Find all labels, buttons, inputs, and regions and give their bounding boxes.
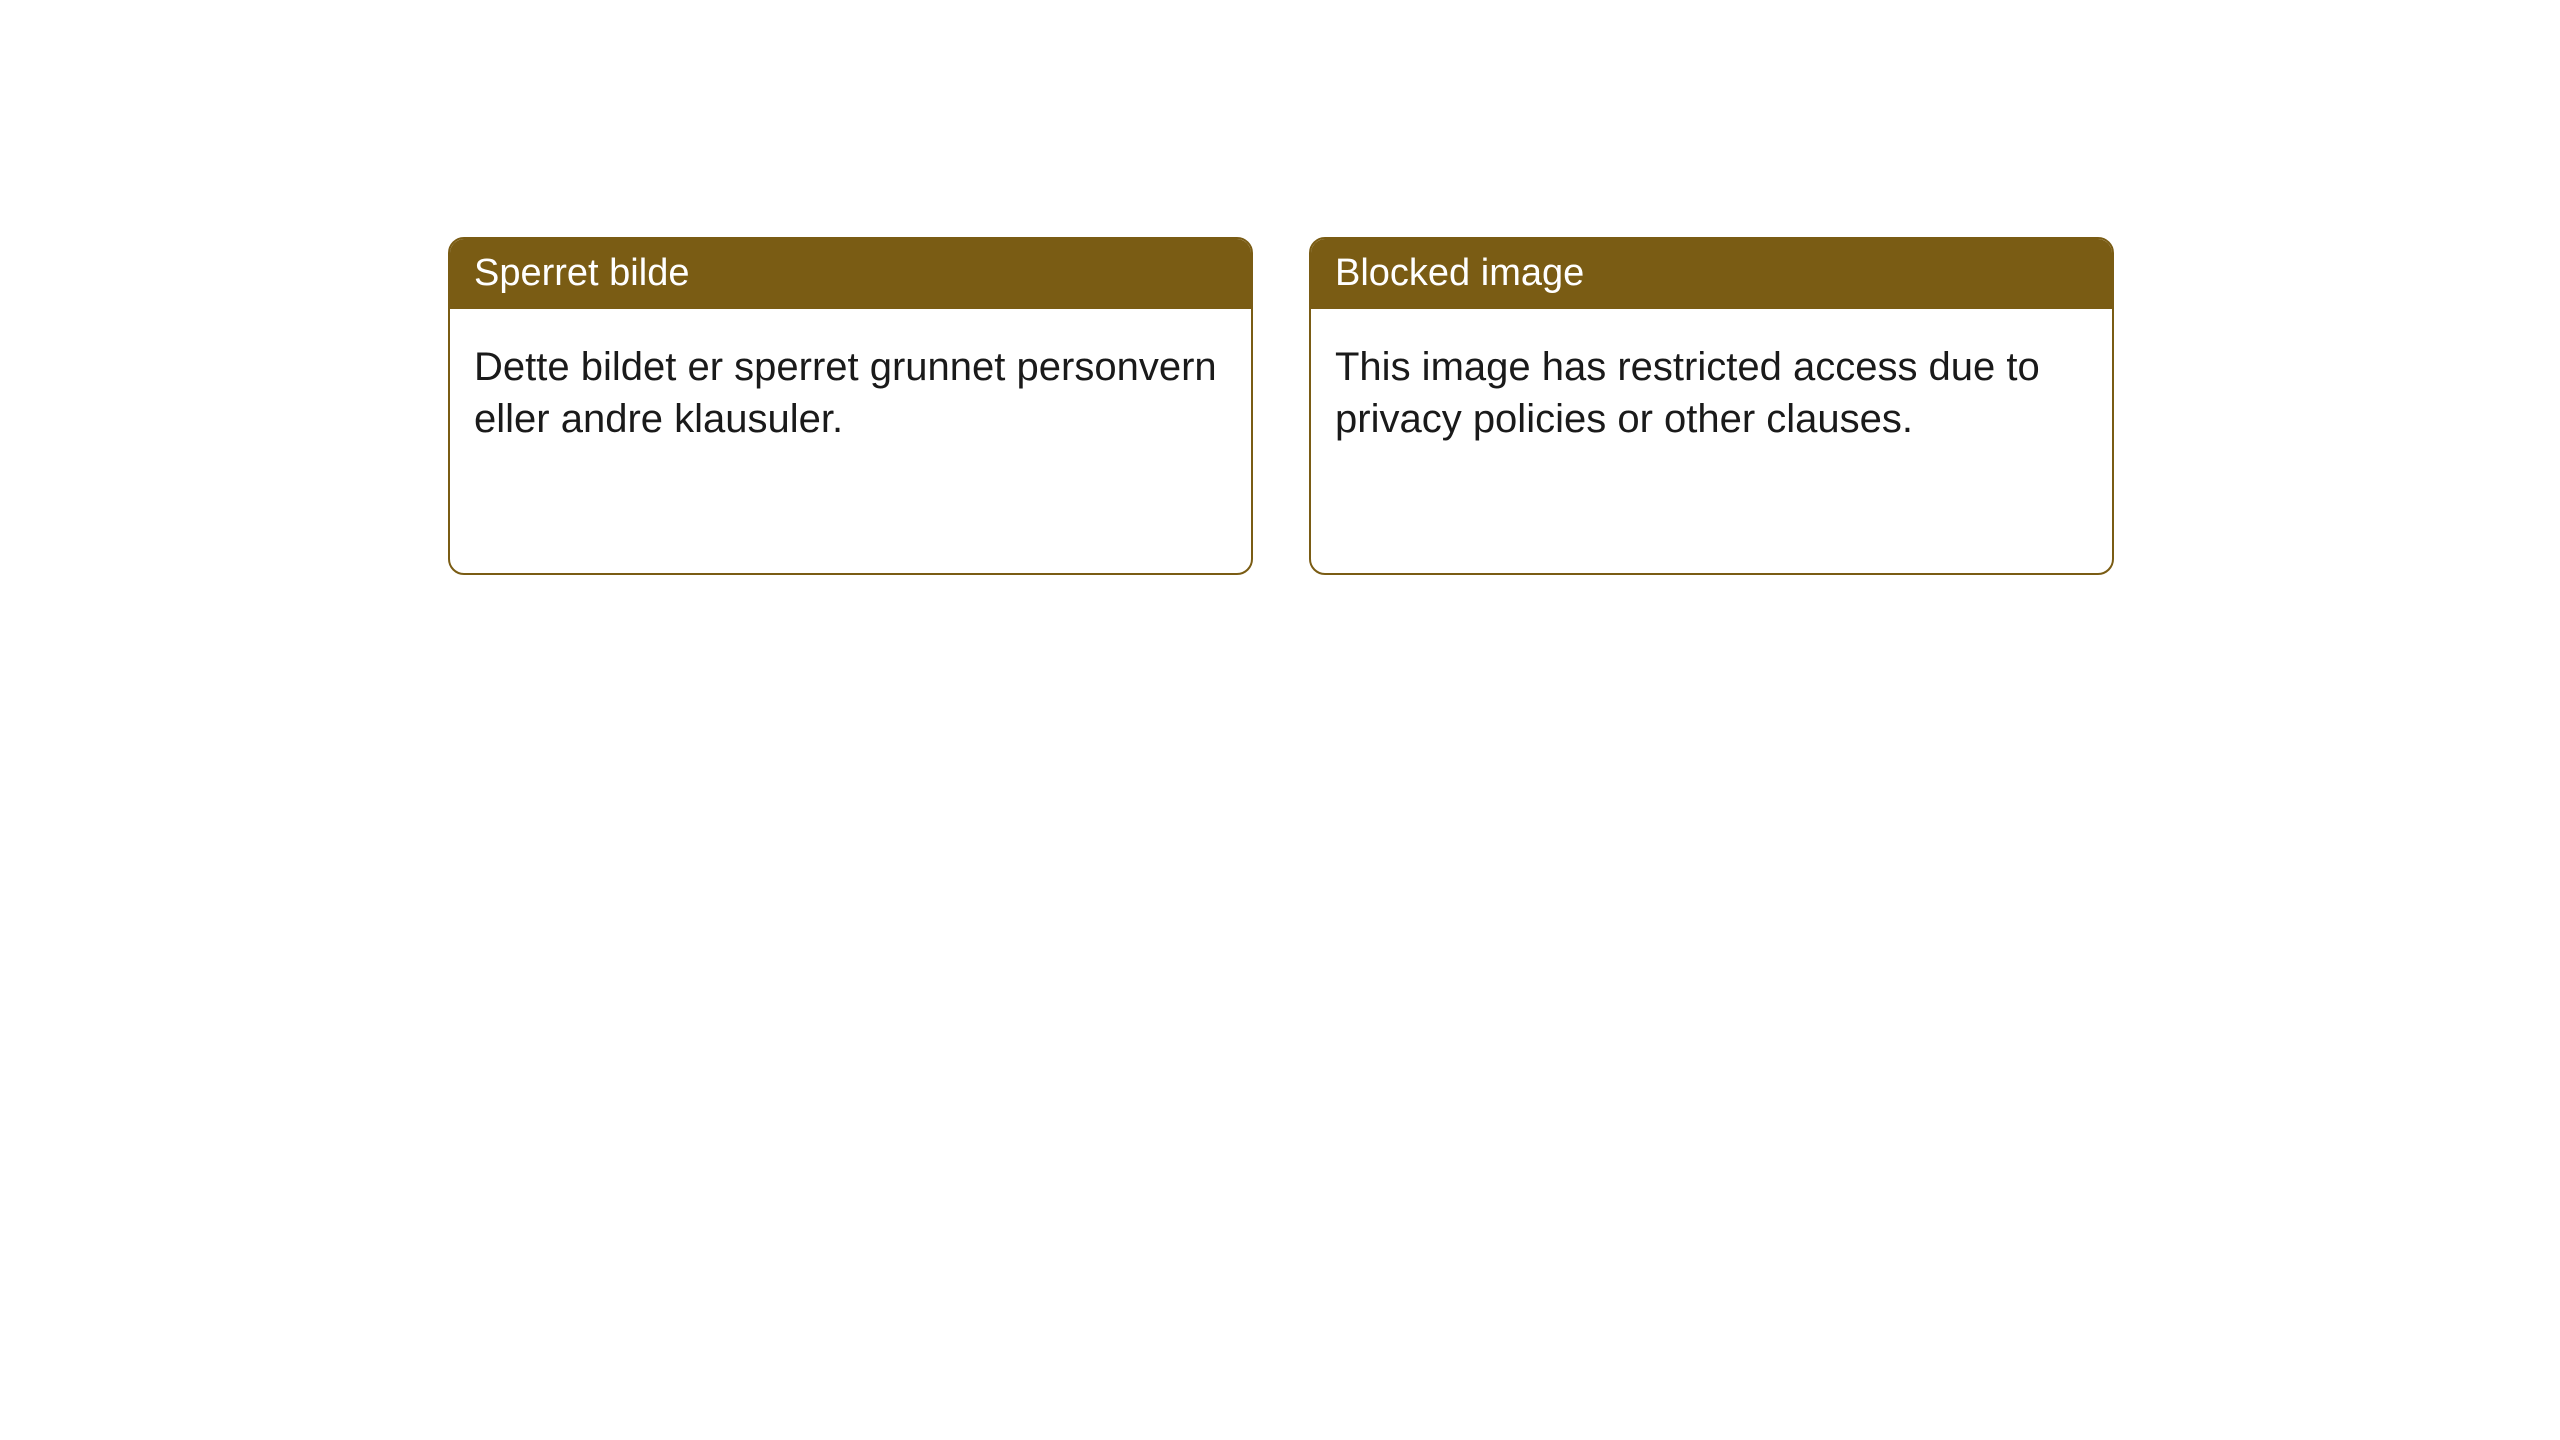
notice-body-english: This image has restricted access due to … xyxy=(1311,309,2112,477)
notice-title: Blocked image xyxy=(1335,252,1584,294)
notice-text: Dette bildet er sperret grunnet personve… xyxy=(474,345,1217,441)
notice-box-english: Blocked image This image has restricted … xyxy=(1309,237,2114,575)
notice-header-norwegian: Sperret bilde xyxy=(450,239,1251,309)
notice-container: Sperret bilde Dette bildet er sperret gr… xyxy=(448,237,2114,575)
notice-title: Sperret bilde xyxy=(474,252,689,294)
notice-body-norwegian: Dette bildet er sperret grunnet personve… xyxy=(450,309,1251,477)
notice-box-norwegian: Sperret bilde Dette bildet er sperret gr… xyxy=(448,237,1253,575)
notice-header-english: Blocked image xyxy=(1311,239,2112,309)
notice-text: This image has restricted access due to … xyxy=(1335,345,2040,441)
